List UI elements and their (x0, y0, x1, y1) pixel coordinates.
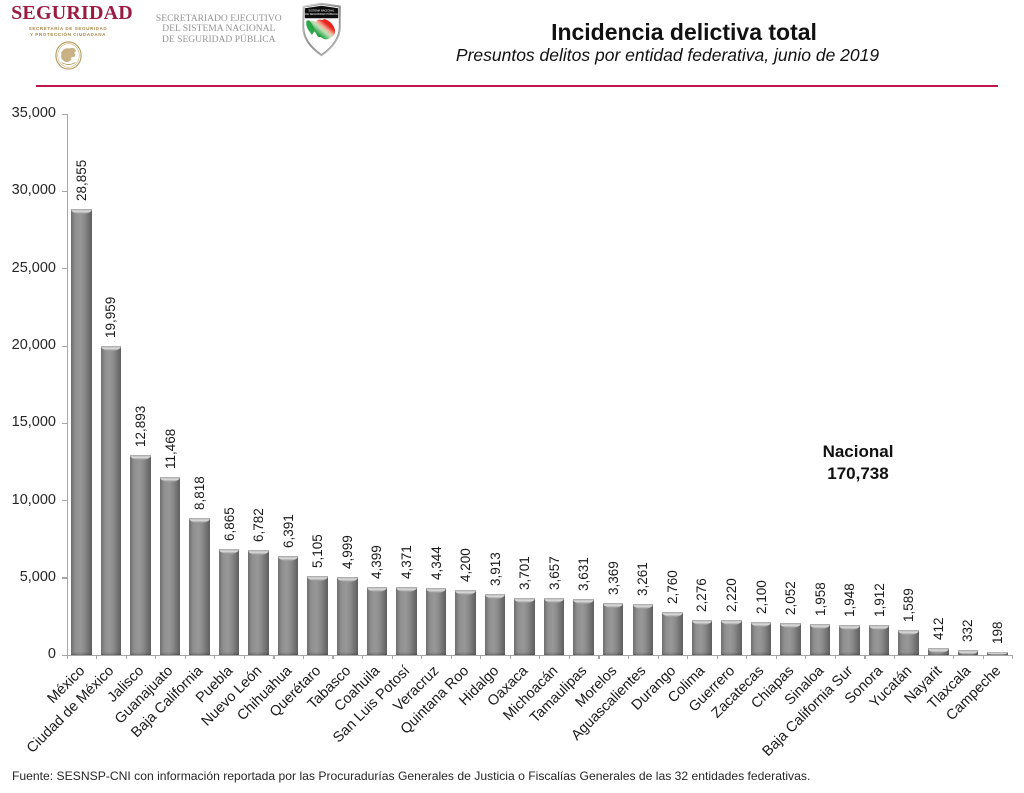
svg-text:DE SEGURIDAD PÚBLICA: DE SEGURIDAD PÚBLICA (305, 12, 338, 16)
svg-text:SISTEMA NACIONAL: SISTEMA NACIONAL (308, 8, 335, 12)
